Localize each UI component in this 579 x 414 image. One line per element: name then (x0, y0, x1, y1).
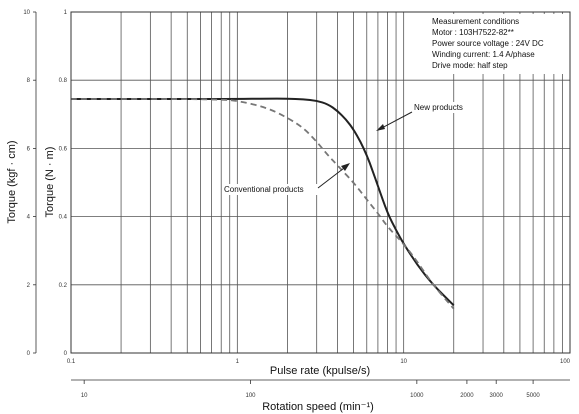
annotation-new-products: New products (376, 102, 478, 131)
conditions-drive-mode: Drive mode: half step (432, 61, 508, 70)
x-tick-label: 100 (560, 359, 571, 365)
y2-tick-label: 10 (23, 10, 30, 16)
x-tick-label: 1 (236, 359, 240, 365)
annotation-conventional-products: Conventional products (223, 163, 350, 195)
annotation-conventional-products-arrow (317, 164, 349, 189)
conditions-voltage: Power source voltage : 24V DC (432, 39, 544, 48)
conditions-motor: Motor : 103H7522-82** (432, 28, 514, 37)
x-tick-label: 0.1 (67, 359, 76, 365)
secondary-x-axis-title: Rotation speed (min⁻¹) (262, 401, 374, 413)
x2-tick-label: 2000 (460, 393, 474, 399)
x2-tick-label: 10 (81, 393, 88, 399)
x2-tick-label: 3000 (490, 393, 504, 399)
y-tick-label: 0.4 (59, 215, 68, 221)
y-tick-label: 0.8 (59, 78, 68, 84)
conditions-current: Winding current: 1.4 A/phase (432, 50, 535, 59)
x-axis-title: Pulse rate (kpulse/s) (270, 365, 370, 377)
secondary-y-axis-title: Torque (kgf · cm) (6, 140, 18, 223)
x-tick-label: 10 (400, 359, 407, 365)
y2-tick-label: 4 (27, 215, 31, 221)
y2-tick-label: 2 (27, 283, 31, 289)
y2-tick-label: 0 (27, 351, 31, 357)
y-tick-label: 0 (64, 351, 68, 357)
x2-tick-label: 1000 (410, 393, 424, 399)
conditions-heading: Measurement conditions (432, 17, 519, 26)
annotation-conventional-products-label: Conventional products (224, 185, 304, 194)
annotation-new-products-arrowhead (376, 124, 385, 131)
y-tick-label: 0.2 (59, 283, 68, 289)
plot-frame (70, 11, 571, 354)
x2-tick-label: 5000 (526, 393, 540, 399)
series-conventional-products-line (70, 98, 455, 310)
y-tick-label: 1 (64, 10, 68, 16)
annotation-conventional-products-arrowhead (341, 163, 350, 171)
series-layer (70, 97, 455, 310)
measurement-conditions: Measurement conditions Motor : 103H7522-… (428, 14, 569, 74)
y-axis-title: Torque (N · m) (44, 147, 56, 218)
y2-tick-label: 6 (27, 146, 31, 152)
y2-tick-label: 8 (27, 78, 31, 84)
y-tick-label: 0.6 (59, 146, 68, 152)
x2-tick-label: 100 (245, 393, 256, 399)
annotation-new-products-label: New products (414, 103, 463, 112)
